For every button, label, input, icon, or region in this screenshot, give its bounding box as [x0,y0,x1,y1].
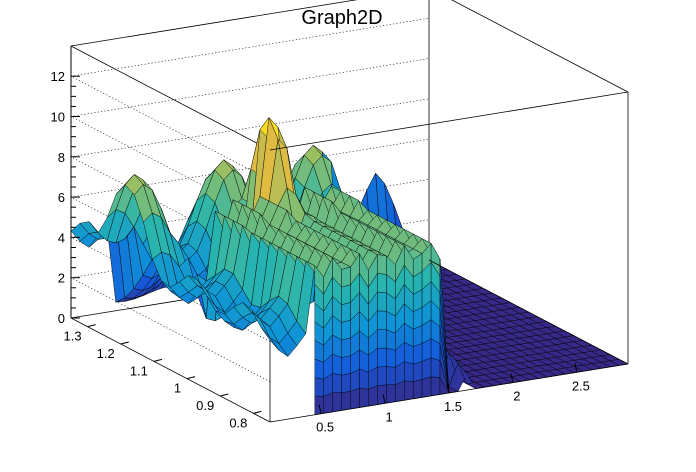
surface-wall-cell [359,368,369,390]
surface-wall-cell [314,377,324,397]
z-grid-line [70,17,430,181]
surface-wall-cell [377,366,387,387]
z-tick-label: 12 [51,69,65,84]
surface-wall-cell [368,385,378,407]
surface-wall-cell [377,273,387,294]
surface-wall-cell [359,388,369,408]
surface-wall-cell [341,390,351,411]
x-tick-label: 0.5 [316,420,334,435]
surface-wall-cell [421,376,432,398]
x-tick-label: 2.5 [572,378,590,393]
surface-wall-cell [341,355,351,376]
z-tick-label: 4 [58,230,65,245]
z-tick-label: 0 [58,311,65,326]
y-tick-label: 1.1 [130,363,148,378]
y-tick [186,376,196,380]
surface-wall-cell [341,337,351,358]
frame-edge [70,317,271,423]
y-tick [87,324,96,328]
surface-wall-cell [332,392,342,413]
x-tick-label: 1.5 [444,399,462,414]
x-tick [382,394,386,404]
surface-wall-cell [386,384,396,404]
frame-edge [269,91,629,151]
surface-wall-cell [341,284,351,305]
surface-wall-cell [377,254,387,275]
y-tick [253,410,262,414]
surface-wall-cell [404,380,414,401]
y-tick-label: 0.8 [229,415,247,430]
z-tick-label: 6 [58,190,65,205]
surface-wall-cell [341,266,351,288]
z-tick-label: 8 [58,150,65,165]
surface-wall-cell [413,379,423,400]
frame-edge [70,0,358,47]
x-tick [574,363,578,373]
surface-wall-cell [377,347,387,368]
surface-wall-cell [377,329,387,349]
surface-wall-cell [377,310,387,330]
y-tick-label: 0.9 [196,398,214,413]
frame-edge [451,0,629,93]
surface-wall-cell [413,361,423,382]
x-tick [510,373,514,383]
surface-wall-cell [430,357,441,378]
surface-wall-cell [341,302,351,323]
surface-wall-cell [332,373,342,394]
surface-wall-cell [430,376,441,397]
x-tick-label: 2 [513,389,520,404]
y-tick-label: 1.2 [97,346,115,361]
x-tick-label: 1 [385,409,392,424]
z-tick-label: 2 [58,271,65,286]
surface-wall-cell [413,343,423,365]
y-tick [220,393,229,397]
surface-wall-cell [350,388,360,410]
y-tick-label: 1 [174,381,181,396]
surface-wall-cell [404,361,414,382]
frame-edge [70,45,271,151]
x-tick [446,383,450,394]
y-tick [120,341,129,345]
surface-mesh [70,116,629,416]
surface-wall-cell [386,366,396,386]
x-tick [318,404,322,414]
axes: 0 2 4 6 8 10 12 0.8 0.9 1 1.1 1.2 1.3 0.5 1 1.5 2 2.5 [51,46,590,435]
surface-wall-cell [341,319,351,341]
surface-wall-cell [314,358,324,380]
z-tick-label: 10 [51,110,65,125]
y-tick-label: 1.3 [64,329,82,344]
chart-title: Graph2D [301,7,382,29]
surface-wall-cell [386,347,396,368]
frame-edge [428,259,629,365]
y-tick [153,358,163,362]
surface-wall-cell [341,373,351,394]
surface-wall-cell [439,258,450,394]
surface-wall-cell [377,291,387,312]
